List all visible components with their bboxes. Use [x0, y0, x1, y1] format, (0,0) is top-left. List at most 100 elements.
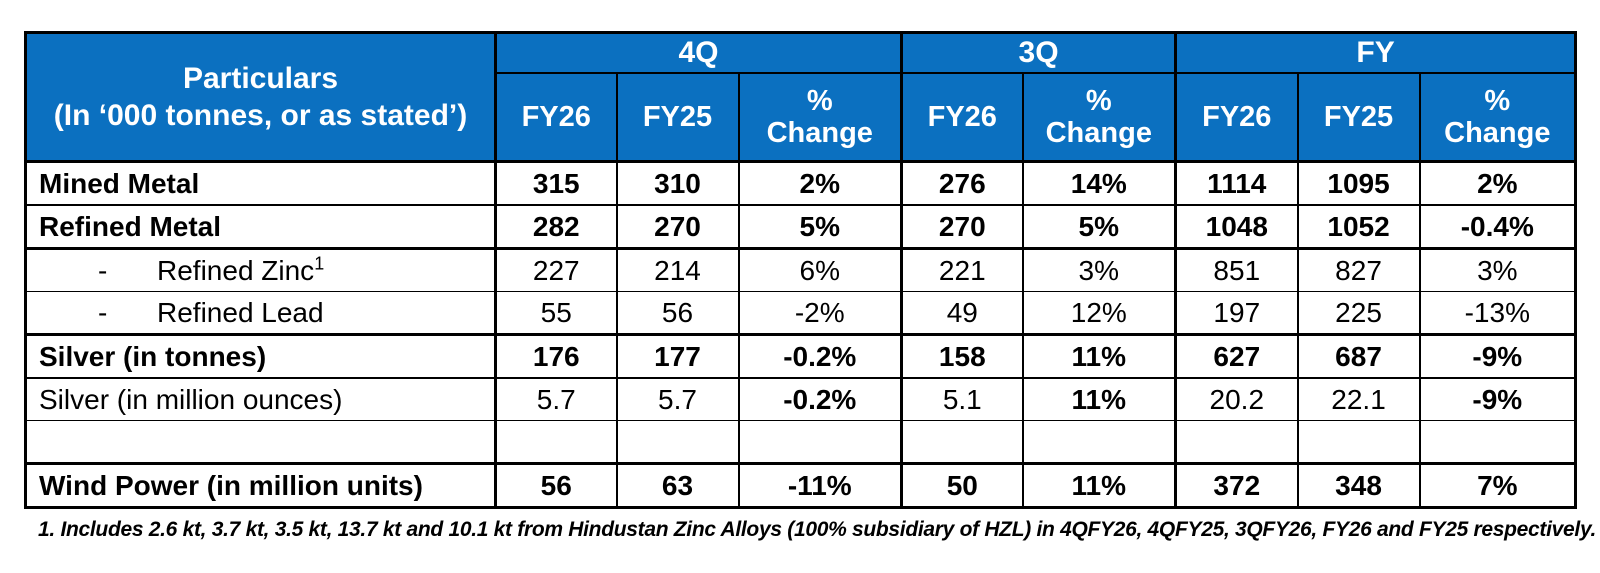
value-cell: 5.1 [900, 377, 1024, 421]
column-header-fy-pct-change: % Change [1418, 72, 1577, 163]
value-cell [737, 420, 903, 465]
value-cell: 270 [900, 204, 1024, 250]
group-header-3q: 3Q [900, 31, 1177, 74]
production-table: Particulars (In ‘000 tonnes, or as state… [24, 31, 1578, 509]
value-cell: 55 [494, 291, 618, 336]
value-cell [1021, 420, 1177, 465]
value-cell: 177 [615, 333, 740, 379]
value-cell: 12% [1021, 291, 1177, 336]
value-cell: 1052 [1296, 204, 1421, 250]
row-refined-metal: Refined Metal 282 270 5% 270 5% 1048 105… [24, 204, 1577, 250]
group-header-fy: FY [1174, 31, 1577, 74]
value-cell: 310 [615, 160, 740, 206]
value-cell: 221 [900, 247, 1024, 292]
value-cell: 1114 [1174, 160, 1299, 206]
row-silver-tonnes: Silver (in tonnes) 176 177 -0.2% 158 11%… [24, 333, 1577, 379]
column-header-particulars: Particulars (In ‘000 tonnes, or as state… [24, 31, 497, 163]
value-cell: 11% [1021, 377, 1177, 421]
row-label: Mined Metal [24, 160, 497, 206]
value-cell: -0.2% [737, 377, 903, 421]
value-cell: 14% [1021, 160, 1177, 206]
group-header-row: Particulars (In ‘000 tonnes, or as state… [24, 31, 1577, 163]
value-cell: 214 [615, 247, 740, 292]
value-cell: 5.7 [615, 377, 740, 421]
row-label [24, 420, 497, 465]
value-cell: 3% [1418, 247, 1577, 292]
value-cell: 2% [1418, 160, 1577, 206]
value-cell: 197 [1174, 291, 1299, 336]
value-cell: 1048 [1174, 204, 1299, 250]
value-cell: 63 [615, 462, 740, 509]
value-cell: 158 [900, 333, 1024, 379]
value-cell: 1095 [1296, 160, 1421, 206]
value-cell: 5% [737, 204, 903, 250]
row-label: Refined Metal [24, 204, 497, 250]
row-silver-million-ounces: Silver (in million ounces) 5.7 5.7 -0.2%… [24, 377, 1577, 421]
column-header-3q-pct-change: % Change [1021, 72, 1177, 163]
value-cell [615, 420, 740, 465]
value-cell: -0.4% [1418, 204, 1577, 250]
value-cell: -9% [1418, 333, 1577, 379]
row-label: - Refined Zinc1 [24, 247, 497, 292]
sub-header-row: FY26 FY25 % Change FY26 % Change FY26 FY… [26, 72, 1577, 163]
row-refined-lead: - Refined Lead 55 56 -2% 49 12% 197 225 -… [24, 291, 1577, 336]
value-cell: 6% [737, 247, 903, 292]
row-empty [24, 420, 1577, 465]
value-cell: 176 [494, 333, 618, 379]
row-label: Silver (in tonnes) [24, 333, 497, 379]
value-cell: 3% [1021, 247, 1177, 292]
row-mined-metal: Mined Metal 315 310 2% 276 14% 1114 1095… [24, 160, 1577, 206]
value-cell: 827 [1296, 247, 1421, 292]
value-cell: -2% [737, 291, 903, 336]
value-cell: 276 [900, 160, 1024, 206]
value-cell: 315 [494, 160, 618, 206]
value-cell: 5% [1021, 204, 1177, 250]
column-header-fy-fy25: FY25 [1296, 72, 1421, 163]
footnote: 1. Includes 2.6 kt, 3.7 kt, 3.5 kt, 13.7… [38, 518, 1597, 541]
row-label: Wind Power (in million units) [24, 462, 497, 509]
value-cell: 348 [1296, 462, 1421, 509]
value-cell [1296, 420, 1421, 465]
value-cell: 851 [1174, 247, 1299, 292]
dash-bullet: - [98, 254, 108, 286]
value-cell: 270 [615, 204, 740, 250]
page: Particulars (In ‘000 tonnes, or as state… [24, 31, 1597, 541]
row-label: - Refined Lead [24, 291, 497, 336]
value-cell: 627 [1174, 333, 1299, 379]
value-cell: 56 [494, 462, 618, 509]
value-cell [1418, 420, 1577, 465]
value-cell: 11% [1021, 333, 1177, 379]
value-cell [1174, 420, 1299, 465]
column-header-4q-fy26: FY26 [494, 72, 618, 163]
row-wind-power: Wind Power (in million units) 56 63 -11%… [24, 462, 1577, 509]
value-cell [494, 420, 618, 465]
group-header-4q: 4Q [493, 31, 903, 74]
column-header-fy-fy26: FY26 [1174, 72, 1299, 163]
column-header-3q-fy26: FY26 [900, 72, 1024, 163]
value-cell: 2% [737, 160, 903, 206]
value-cell: 372 [1174, 462, 1299, 509]
value-cell: -13% [1418, 291, 1577, 336]
value-cell: 22.1 [1296, 377, 1421, 421]
value-cell: -9% [1418, 377, 1577, 421]
value-cell: 20.2 [1174, 377, 1299, 421]
value-cell: 282 [494, 204, 618, 250]
value-cell: 11% [1021, 462, 1177, 509]
value-cell: 7% [1418, 462, 1577, 509]
value-cell: 56 [615, 291, 740, 336]
value-cell: 225 [1296, 291, 1421, 336]
column-header-4q-pct-change: % Change [737, 72, 903, 163]
value-cell: 5.7 [494, 377, 618, 421]
value-cell: -0.2% [737, 333, 903, 379]
value-cell: 49 [900, 291, 1024, 336]
value-cell: 50 [900, 462, 1024, 509]
value-cell: -11% [737, 462, 903, 509]
value-cell: 687 [1296, 333, 1421, 379]
row-label: Silver (in million ounces) [24, 377, 497, 421]
footnote-marker: 1 [314, 253, 325, 274]
column-header-4q-fy25: FY25 [615, 72, 740, 163]
dash-bullet: - [98, 296, 108, 328]
value-cell: 227 [494, 247, 618, 292]
row-refined-zinc: - Refined Zinc1 227 214 6% 221 3% 851 827… [24, 247, 1577, 292]
value-cell [900, 420, 1024, 465]
